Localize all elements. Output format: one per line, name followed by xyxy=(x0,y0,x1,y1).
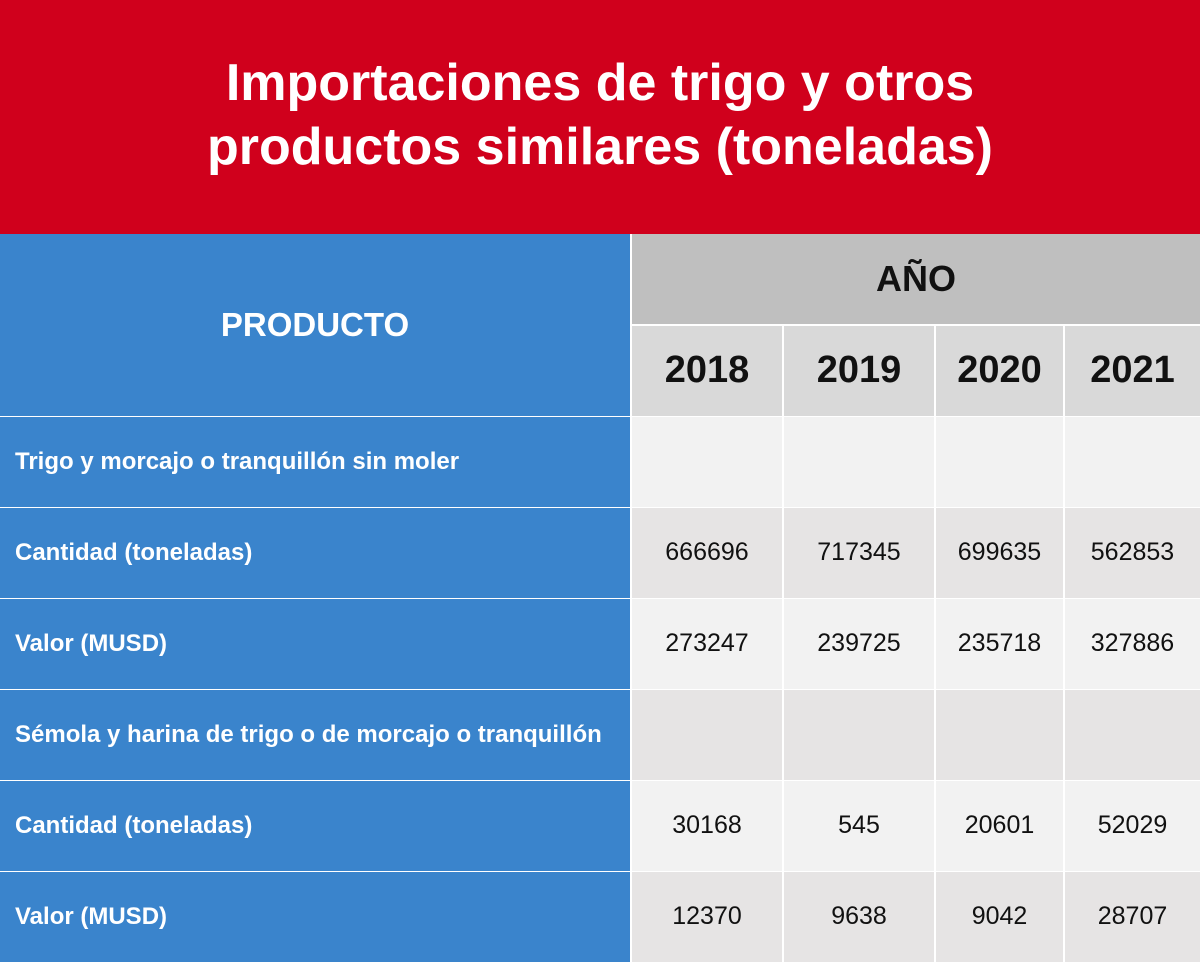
header-producto: PRODUCTO xyxy=(0,234,632,417)
value-cell: 699635 xyxy=(934,507,1064,599)
table-row: Cantidad (toneladas) 30168 545 20601 520… xyxy=(0,780,1200,872)
value-cell xyxy=(1063,416,1200,508)
value-cell: 239725 xyxy=(782,598,935,690)
row-label: Cantidad (toneladas) xyxy=(0,780,632,872)
row-label: Cantidad (toneladas) xyxy=(0,507,632,599)
value-cell: 273247 xyxy=(631,598,783,690)
value-cell: 327886 xyxy=(1063,598,1200,690)
value-cell: 545 xyxy=(782,780,935,872)
value-cell: 12370 xyxy=(631,871,783,963)
table-row: Trigo y morcajo o tranquillón sin moler xyxy=(0,416,1200,508)
imports-table: PRODUCTO AÑO 2018 2019 2020 2021 Trigo y… xyxy=(0,234,1200,963)
value-cell: 52029 xyxy=(1063,780,1200,872)
value-cell xyxy=(934,689,1064,781)
row-label: Sémola y harina de trigo o de morcajo o … xyxy=(0,689,632,781)
value-cell: 9042 xyxy=(934,871,1064,963)
table-title: Importaciones de trigo y otros productos… xyxy=(207,54,993,176)
value-cell: 235718 xyxy=(934,598,1064,690)
table-row: Valor (MUSD) 273247 239725 235718 327886 xyxy=(0,598,1200,690)
table-row: Sémola y harina de trigo o de morcajo o … xyxy=(0,689,1200,781)
value-cell: 28707 xyxy=(1063,871,1200,963)
value-cell: 20601 xyxy=(934,780,1064,872)
value-cell xyxy=(782,689,935,781)
header-ano: AÑO xyxy=(631,234,1200,326)
row-label: Valor (MUSD) xyxy=(0,871,632,963)
row-label: Valor (MUSD) xyxy=(0,598,632,690)
year-header: 2018 xyxy=(631,325,783,417)
year-header: 2019 xyxy=(782,325,935,417)
value-cell xyxy=(1063,689,1200,781)
value-cell xyxy=(934,416,1064,508)
value-cell: 666696 xyxy=(631,507,783,599)
value-cell xyxy=(631,416,783,508)
value-cell: 717345 xyxy=(782,507,935,599)
value-cell: 562853 xyxy=(1063,507,1200,599)
value-cell xyxy=(782,416,935,508)
value-cell xyxy=(631,689,783,781)
year-header: 2020 xyxy=(934,325,1064,417)
year-header: 2021 xyxy=(1063,325,1200,417)
table-row: Valor (MUSD) 12370 9638 9042 28707 xyxy=(0,871,1200,963)
row-label: Trigo y morcajo o tranquillón sin moler xyxy=(0,416,632,508)
title-banner: Importaciones de trigo y otros productos… xyxy=(0,0,1200,234)
table-row: Cantidad (toneladas) 666696 717345 69963… xyxy=(0,507,1200,599)
value-cell: 30168 xyxy=(631,780,783,872)
value-cell: 9638 xyxy=(782,871,935,963)
